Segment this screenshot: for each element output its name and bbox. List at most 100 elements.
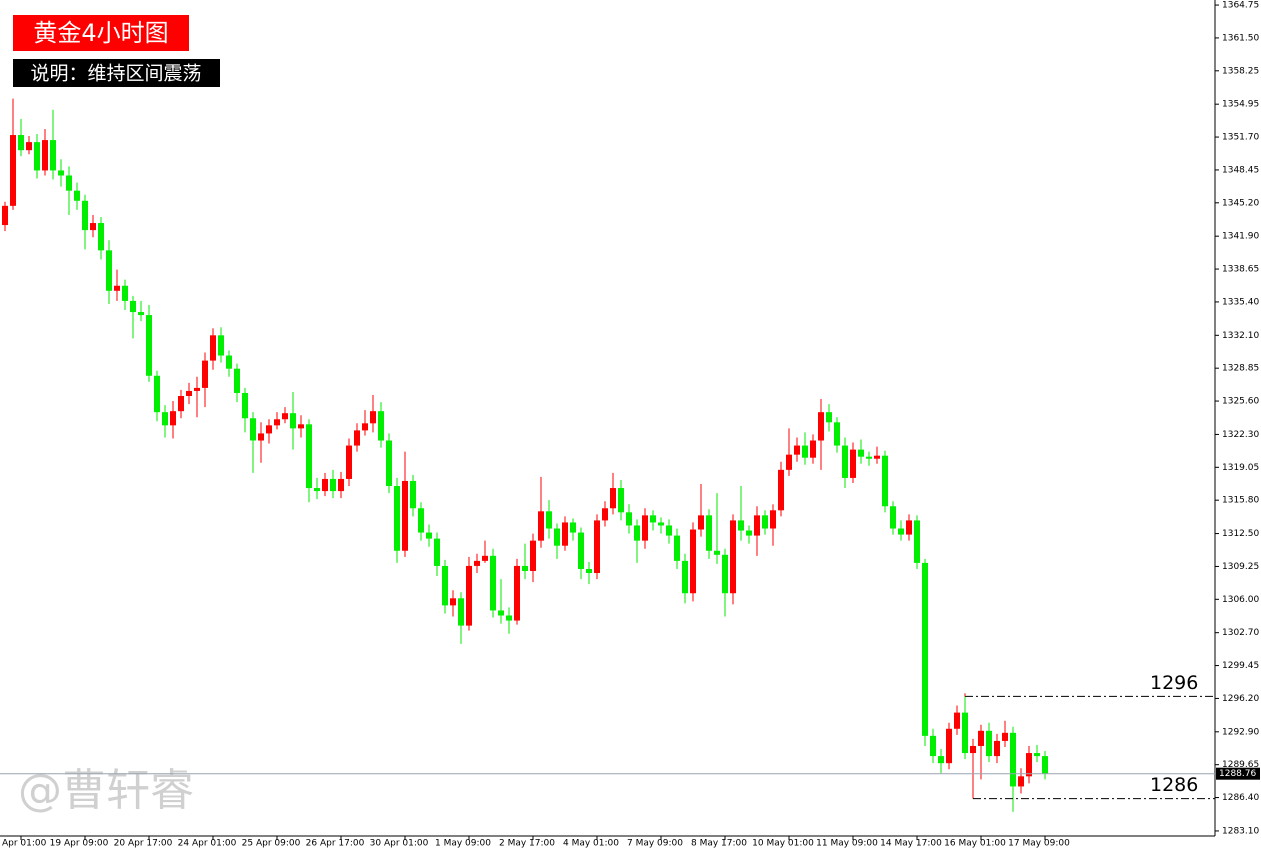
- candle-body: [506, 615, 512, 621]
- candle-body: [554, 528, 560, 546]
- candle-body: [650, 515, 656, 523]
- candle-body: [634, 525, 640, 541]
- candle-body: [754, 515, 760, 536]
- candle-body: [818, 412, 824, 441]
- candle-body: [74, 190, 80, 201]
- candle-body: [450, 598, 456, 606]
- candle-body: [290, 413, 296, 429]
- y-tick-label: 1289.65: [1222, 760, 1259, 770]
- y-tick-label: 1292.90: [1222, 727, 1259, 737]
- y-tick-label: 1338.65: [1222, 265, 1259, 275]
- candle-body: [906, 520, 912, 535]
- candle-body: [34, 142, 40, 171]
- candle-body: [594, 520, 600, 574]
- candle-body: [162, 412, 168, 426]
- candle-body: [370, 411, 376, 424]
- candle-body: [354, 430, 360, 446]
- candle-body: [322, 478, 328, 492]
- candle-body: [10, 135, 16, 206]
- candle-body: [546, 511, 552, 529]
- x-tick-label: 10 May 01:00: [752, 839, 814, 849]
- candle-body: [1034, 753, 1040, 757]
- y-tick-label: 1361.50: [1222, 33, 1259, 43]
- candle-body: [130, 300, 136, 313]
- candle-body: [642, 515, 648, 541]
- y-tick-label: 1325.60: [1222, 397, 1259, 407]
- x-tick-label: 8 May 17:00: [691, 839, 747, 849]
- candle-body: [2, 205, 8, 226]
- candle-body: [538, 511, 544, 541]
- candle-body: [762, 515, 768, 529]
- candle-body: [202, 360, 208, 388]
- candle-body: [874, 455, 880, 459]
- candle-body: [234, 368, 240, 393]
- candle-body: [586, 568, 592, 574]
- candle-body: [978, 730, 984, 746]
- y-tick-label: 1341.90: [1222, 232, 1259, 242]
- y-tick-label: 1332.10: [1222, 331, 1259, 341]
- candle-body: [730, 520, 736, 594]
- candle-body: [218, 335, 224, 356]
- candle-body: [690, 529, 696, 594]
- candle-body: [410, 480, 416, 509]
- candle-body: [242, 392, 248, 419]
- candle-body: [466, 565, 472, 626]
- candle-body: [618, 488, 624, 513]
- y-tick-label: 1299.45: [1222, 661, 1259, 671]
- candle-body: [26, 142, 32, 151]
- candle-body: [658, 522, 664, 526]
- x-tick-label: 20 Apr 17:00: [114, 839, 173, 849]
- x-tick-label: 17 May 09:00: [1008, 839, 1070, 849]
- candle-body: [714, 550, 720, 555]
- candle-body: [954, 712, 960, 729]
- candle-body: [970, 745, 976, 754]
- candle-body: [530, 540, 536, 571]
- y-tick-label: 1302.70: [1222, 628, 1259, 638]
- y-tick-label: 1335.40: [1222, 297, 1259, 307]
- candle-body: [298, 424, 304, 429]
- x-tick-label: 19 Apr 09:00: [50, 839, 109, 849]
- candle-body: [794, 445, 800, 455]
- y-tick-label: 1312.50: [1222, 529, 1259, 539]
- y-tick-label: 1351.70: [1222, 133, 1259, 143]
- candle-body: [738, 520, 744, 531]
- candle-body: [898, 528, 904, 535]
- x-tick-label: 1 May 09:00: [435, 839, 491, 849]
- candle-body: [122, 285, 128, 301]
- y-tick-label: 1364.75: [1222, 1, 1259, 11]
- x-tick-label: 30 Apr 01:00: [370, 839, 429, 849]
- candle-body: [522, 565, 528, 571]
- level-label: 1296: [1150, 672, 1198, 694]
- candle-body: [626, 512, 632, 526]
- candle-body: [810, 440, 816, 458]
- candle-body: [866, 456, 872, 459]
- candle-body: [178, 396, 184, 412]
- x-tick-label: 11 May 09:00: [816, 839, 878, 849]
- y-tick-label: 1306.00: [1222, 595, 1259, 605]
- level-label: 1286: [1150, 774, 1198, 796]
- y-tick-label: 1283.10: [1222, 826, 1259, 836]
- candle-body: [578, 532, 584, 569]
- x-tick-label: 25 Apr 09:00: [242, 839, 301, 849]
- candle-body: [890, 506, 896, 529]
- candle-body: [914, 520, 920, 563]
- candle-body: [482, 555, 488, 561]
- x-tick-label: 24 Apr 01:00: [178, 839, 237, 849]
- candle-body: [850, 449, 856, 478]
- candle-body: [274, 419, 280, 426]
- x-tick-label: 14 May 17:00: [880, 839, 942, 849]
- y-tick-label: 1358.25: [1222, 66, 1259, 76]
- candle-body: [834, 422, 840, 446]
- candle-body: [682, 560, 688, 594]
- candle-body: [194, 387, 200, 391]
- candle-body: [306, 424, 312, 489]
- y-tick-label: 1322.30: [1222, 430, 1259, 440]
- x-tick-label: 2 May 17:00: [499, 839, 555, 849]
- candle-body: [442, 565, 448, 606]
- candle-body: [778, 469, 784, 511]
- candle-body: [106, 250, 112, 291]
- x-tick-label: 7 May 09:00: [627, 839, 683, 849]
- candle-body: [226, 355, 232, 369]
- candle-body: [994, 740, 1000, 757]
